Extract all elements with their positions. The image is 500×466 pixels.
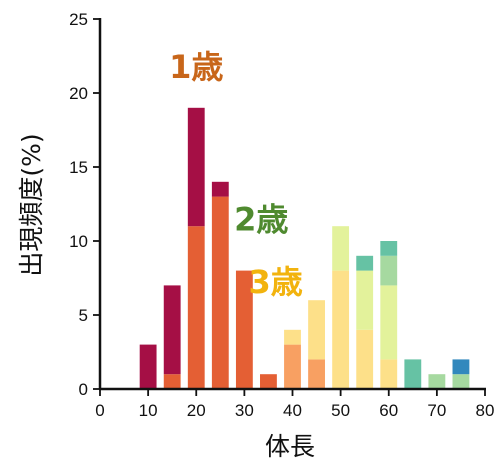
x-tick-label-30: 30 <box>235 401 254 420</box>
bar-s4-60 <box>380 359 398 389</box>
y-tick-label-15: 15 <box>69 158 88 177</box>
x-tick-label-20: 20 <box>187 401 206 420</box>
x-tick-label-80: 80 <box>476 401 495 420</box>
bar-s7-65 <box>404 359 422 389</box>
annotation-3: 3歳 <box>249 263 303 301</box>
y-axis-title: 出現頻度(%) <box>17 133 46 276</box>
y-tick-label-20: 20 <box>69 84 88 103</box>
bar-s2-15 <box>163 285 181 375</box>
x-tick-label-0: 0 <box>95 401 104 420</box>
y-tick-label-5: 5 <box>79 306 88 325</box>
bar-s5-55 <box>356 270 374 330</box>
x-tick-label-40: 40 <box>283 401 302 420</box>
bar-s4-55 <box>356 329 374 389</box>
bar-s2-20 <box>187 107 205 227</box>
annotations-group: 1歳 2歳 3歳 <box>169 48 303 301</box>
bar-s6-75 <box>452 374 470 389</box>
bar-s1-15 <box>163 374 181 389</box>
bar-s2-10 <box>139 344 157 389</box>
y-tick-label-0: 0 <box>79 380 88 399</box>
bar-s7-60 <box>380 241 398 256</box>
bar-s4-40 <box>284 329 301 345</box>
ticks-group: 0 10 20 30 40 50 60 70 80 0 5 10 15 20 25 <box>69 10 494 420</box>
bar-s3-45 <box>308 359 325 389</box>
bar-s5-50 <box>332 226 350 271</box>
bars-group <box>139 107 470 389</box>
y-tick-label-10: 10 <box>69 232 88 251</box>
annotation-1: 1歳 <box>169 48 223 86</box>
bar-s8-75 <box>452 359 470 375</box>
bar-s1-30 <box>235 270 253 389</box>
bar-s1-25 <box>211 196 229 389</box>
bar-s1-20 <box>187 226 205 389</box>
bar-s4-50 <box>332 270 350 389</box>
y-tick-label-25: 25 <box>69 10 88 29</box>
x-tick-label-10: 10 <box>139 401 158 420</box>
bar-s7-55 <box>356 255 374 271</box>
x-tick-label-60: 60 <box>379 401 398 420</box>
bar-s6-60 <box>380 255 398 286</box>
bar-s4-45 <box>308 300 325 360</box>
bar-s2-25 <box>211 181 229 197</box>
x-tick-label-70: 70 <box>427 401 446 420</box>
x-tick-label-50: 50 <box>331 401 350 420</box>
bar-s5-60 <box>380 285 398 360</box>
bar-s1-35 <box>260 374 277 389</box>
x-axis-title: 体長 <box>265 432 315 461</box>
bar-s6-70 <box>428 374 446 389</box>
bar-s3-40 <box>284 344 301 389</box>
annotation-2: 2歳 <box>234 201 288 239</box>
